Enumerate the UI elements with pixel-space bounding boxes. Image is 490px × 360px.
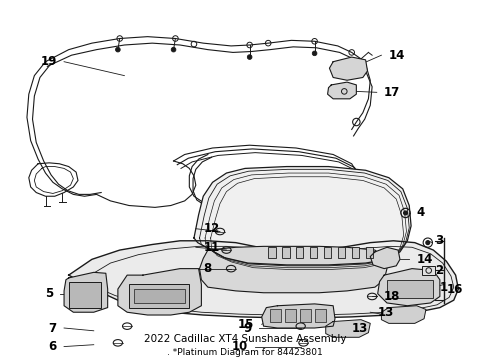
Circle shape [171, 47, 176, 52]
Text: 7: 7 [49, 321, 57, 334]
Text: 13: 13 [352, 321, 368, 334]
Text: 1: 1 [440, 281, 448, 294]
Circle shape [404, 211, 407, 215]
Bar [422, 266, 435, 275]
Bar [338, 247, 345, 258]
Bar [129, 284, 189, 307]
Text: 14: 14 [416, 253, 433, 266]
Text: 13: 13 [378, 306, 394, 319]
Polygon shape [326, 320, 370, 337]
Text: 19: 19 [40, 55, 57, 68]
Bar [69, 282, 101, 307]
Text: 14: 14 [389, 49, 405, 62]
Bar [324, 247, 331, 258]
Text: 8: 8 [203, 262, 212, 275]
Text: 15: 15 [238, 318, 254, 331]
Text: 4: 4 [416, 206, 425, 220]
Bar [315, 310, 326, 323]
Polygon shape [381, 306, 426, 323]
Text: 18: 18 [384, 290, 400, 303]
Bar [366, 247, 373, 258]
Bar [285, 310, 296, 323]
Text: 12: 12 [203, 222, 220, 235]
Bar [282, 247, 290, 258]
Polygon shape [64, 272, 108, 312]
Bar [310, 247, 318, 258]
Circle shape [247, 55, 252, 59]
Bar [387, 280, 433, 298]
Text: 10: 10 [232, 340, 248, 353]
Polygon shape [69, 241, 459, 318]
Polygon shape [378, 269, 440, 306]
Circle shape [426, 241, 430, 244]
Bar [300, 310, 311, 323]
Circle shape [312, 51, 317, 56]
Polygon shape [118, 269, 201, 315]
Bar [134, 289, 185, 303]
Text: 9: 9 [243, 321, 251, 334]
Bar [268, 247, 275, 258]
Text: 2: 2 [435, 264, 443, 277]
Polygon shape [329, 57, 368, 80]
Text: 5: 5 [45, 287, 53, 300]
Text: 2022 Cadillac XT4 Sunshade Assembly: 2022 Cadillac XT4 Sunshade Assembly [144, 334, 346, 343]
Text: 16: 16 [446, 283, 463, 296]
Polygon shape [262, 304, 335, 328]
Polygon shape [199, 246, 387, 293]
Text: 17: 17 [384, 86, 400, 99]
Text: 11: 11 [203, 241, 220, 254]
Bar [270, 310, 281, 323]
Bar [296, 247, 303, 258]
Polygon shape [194, 167, 411, 265]
Polygon shape [370, 247, 400, 269]
Text: 6: 6 [49, 340, 57, 353]
Bar [352, 247, 359, 258]
Circle shape [116, 47, 120, 52]
Text: 3: 3 [435, 234, 443, 247]
Polygon shape [328, 82, 356, 99]
Text: . *Platinum Diagram for 84423801: . *Platinum Diagram for 84423801 [167, 348, 323, 357]
